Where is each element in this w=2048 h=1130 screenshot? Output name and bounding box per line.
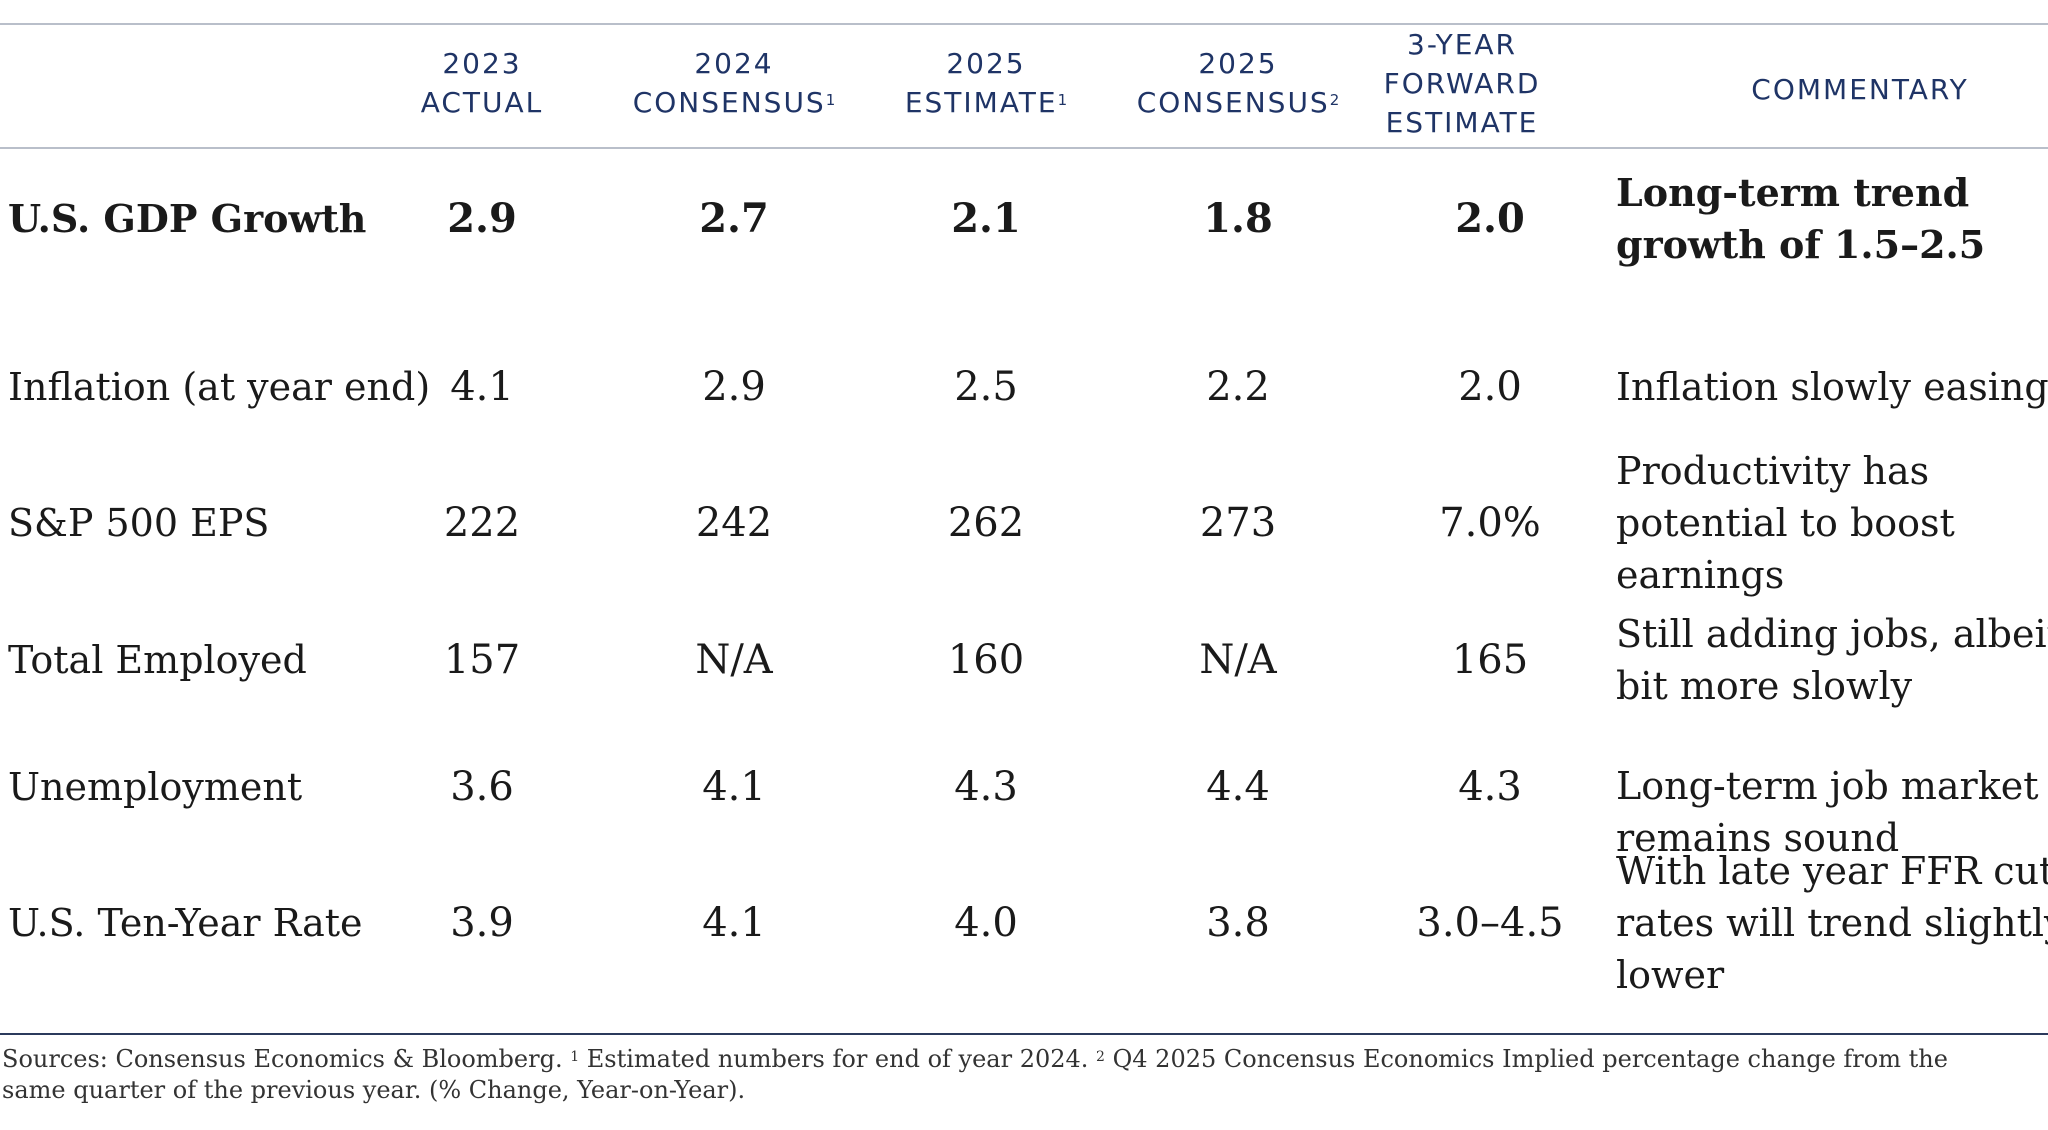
- commentary-line: Productivity has: [1616, 449, 1930, 493]
- row-commentary: Long-term job market remains sound: [1616, 760, 2048, 864]
- header-line: 2025: [1198, 47, 1278, 80]
- header-3-year-forward-estimate: 3-YEAR FORWARD ESTIMATE: [1362, 25, 1562, 142]
- footnote-marker: 2: [1329, 91, 1340, 109]
- commentary-line: bit more slowly: [1616, 664, 1913, 708]
- value-2024-consensus: 4.1: [702, 900, 766, 946]
- footnote-text: same quarter of the previous year. (% Ch…: [2, 1076, 746, 1104]
- commentary-line: Long-term job market: [1616, 764, 2039, 808]
- header-commentary: COMMENTARY: [1660, 70, 2048, 109]
- commentary-line: Inflation slowly easing: [1616, 365, 2048, 409]
- value-3-year-forward: 2.0: [1458, 364, 1522, 410]
- row-label: S&P 500 EPS: [8, 501, 270, 545]
- value-3-year-forward: 7.0%: [1439, 500, 1541, 546]
- commentary-line: potential to boost: [1616, 501, 1955, 545]
- value-2024-consensus: 2.7: [699, 195, 769, 242]
- row-commentary: Inflation slowly easing: [1616, 361, 2048, 413]
- value-2025-consensus: 2.2: [1206, 364, 1270, 410]
- value-2025-consensus: 4.4: [1206, 764, 1270, 810]
- value-2025-estimate: 2.1: [951, 195, 1021, 242]
- header-line: ESTIMATE: [904, 86, 1058, 119]
- row-label: Total Employed: [8, 638, 307, 682]
- footnote-marker: 1: [1057, 91, 1068, 109]
- value-2024-consensus: 2.9: [702, 364, 766, 410]
- value-2025-consensus: N/A: [1199, 637, 1277, 683]
- table-top-rule: [0, 23, 2048, 25]
- row-label: U.S. Ten-Year Rate: [8, 901, 363, 945]
- header-line: ESTIMATE: [1385, 106, 1539, 139]
- value-2024-consensus: 242: [695, 500, 773, 546]
- commentary-line: rates will trend slightly: [1616, 901, 2048, 945]
- row-commentary: Productivity has potential to boost earn…: [1616, 445, 2048, 601]
- header-line: 3-YEAR: [1407, 28, 1517, 61]
- value-2024-consensus: 4.1: [702, 764, 766, 810]
- header-line: CONSENSUS: [632, 86, 826, 119]
- table-bottom-rule: [0, 1033, 2048, 1035]
- row-label: Inflation (at year end): [8, 365, 431, 409]
- value-3-year-forward: 2.0: [1455, 195, 1525, 242]
- sources-footnote: Sources: Consensus Economics & Bloomberg…: [2, 1044, 2032, 1106]
- footnote-text: Q4 2025 Concensus Economics Implied perc…: [1104, 1045, 1948, 1073]
- value-2023-actual: 4.1: [450, 364, 514, 410]
- footnote-marker: 1: [825, 91, 836, 109]
- footnote-marker: 2: [1096, 1049, 1105, 1065]
- value-2025-estimate: 262: [947, 500, 1025, 546]
- value-3-year-forward: 165: [1451, 637, 1529, 683]
- commentary-line: earnings: [1616, 553, 1785, 597]
- header-line: ACTUAL: [420, 86, 544, 119]
- commentary-line: lower: [1616, 953, 1725, 997]
- header-line: 2024: [694, 47, 774, 80]
- header-2025-estimate: 2025 ESTIMATE1: [866, 44, 1106, 122]
- row-commentary: Long-term trend growth of 1.5–2.5: [1616, 167, 2048, 271]
- value-2025-estimate: 4.0: [954, 900, 1018, 946]
- footnote-text: Estimated numbers for end of year 2024.: [579, 1045, 1097, 1073]
- commentary-line: Still adding jobs, albeit a: [1616, 612, 2048, 656]
- row-commentary: With late year FFR cuts, rates will tren…: [1616, 845, 2048, 1001]
- header-2025-consensus: 2025 CONSENSUS2: [1118, 44, 1358, 122]
- value-2023-actual: 2.9: [447, 195, 517, 242]
- value-2024-consensus: N/A: [695, 637, 773, 683]
- value-2023-actual: 3.9: [450, 900, 514, 946]
- row-commentary: Still adding jobs, albeit a bit more slo…: [1616, 608, 2048, 712]
- value-2023-actual: 3.6: [450, 764, 514, 810]
- header-2024-consensus: 2024 CONSENSUS1: [614, 44, 854, 122]
- value-2023-actual: 157: [443, 637, 521, 683]
- value-2025-consensus: 3.8: [1206, 900, 1270, 946]
- value-2025-estimate: 160: [947, 637, 1025, 683]
- value-3-year-forward: 4.3: [1458, 764, 1522, 810]
- commentary-line: growth of 1.5–2.5: [1616, 222, 1986, 267]
- value-2025-consensus: 273: [1199, 500, 1277, 546]
- header-2023-actual: 2023 ACTUAL: [362, 44, 602, 122]
- header-line: 2023: [442, 47, 522, 80]
- header-line: COMMENTARY: [1751, 73, 1969, 106]
- row-label: Unemployment: [8, 765, 303, 809]
- header-line: FORWARD: [1383, 67, 1541, 100]
- commentary-line: remains sound: [1616, 816, 1900, 860]
- header-line: CONSENSUS: [1136, 86, 1330, 119]
- value-2025-consensus: 1.8: [1203, 195, 1273, 242]
- footnote-text: Sources: Consensus Economics & Bloomberg…: [2, 1045, 571, 1073]
- header-line: 2025: [946, 47, 1026, 80]
- commentary-line: Long-term trend: [1616, 170, 1970, 215]
- value-2023-actual: 222: [443, 500, 521, 546]
- commentary-line: With late year FFR cuts,: [1616, 849, 2048, 893]
- row-label: U.S. GDP Growth: [8, 196, 367, 241]
- value-3-year-forward: 3.0–4.5: [1416, 900, 1564, 946]
- value-2025-estimate: 4.3: [954, 764, 1018, 810]
- value-2025-estimate: 2.5: [954, 364, 1018, 410]
- header-divider: [0, 147, 2048, 149]
- footnote-marker: 1: [570, 1049, 580, 1065]
